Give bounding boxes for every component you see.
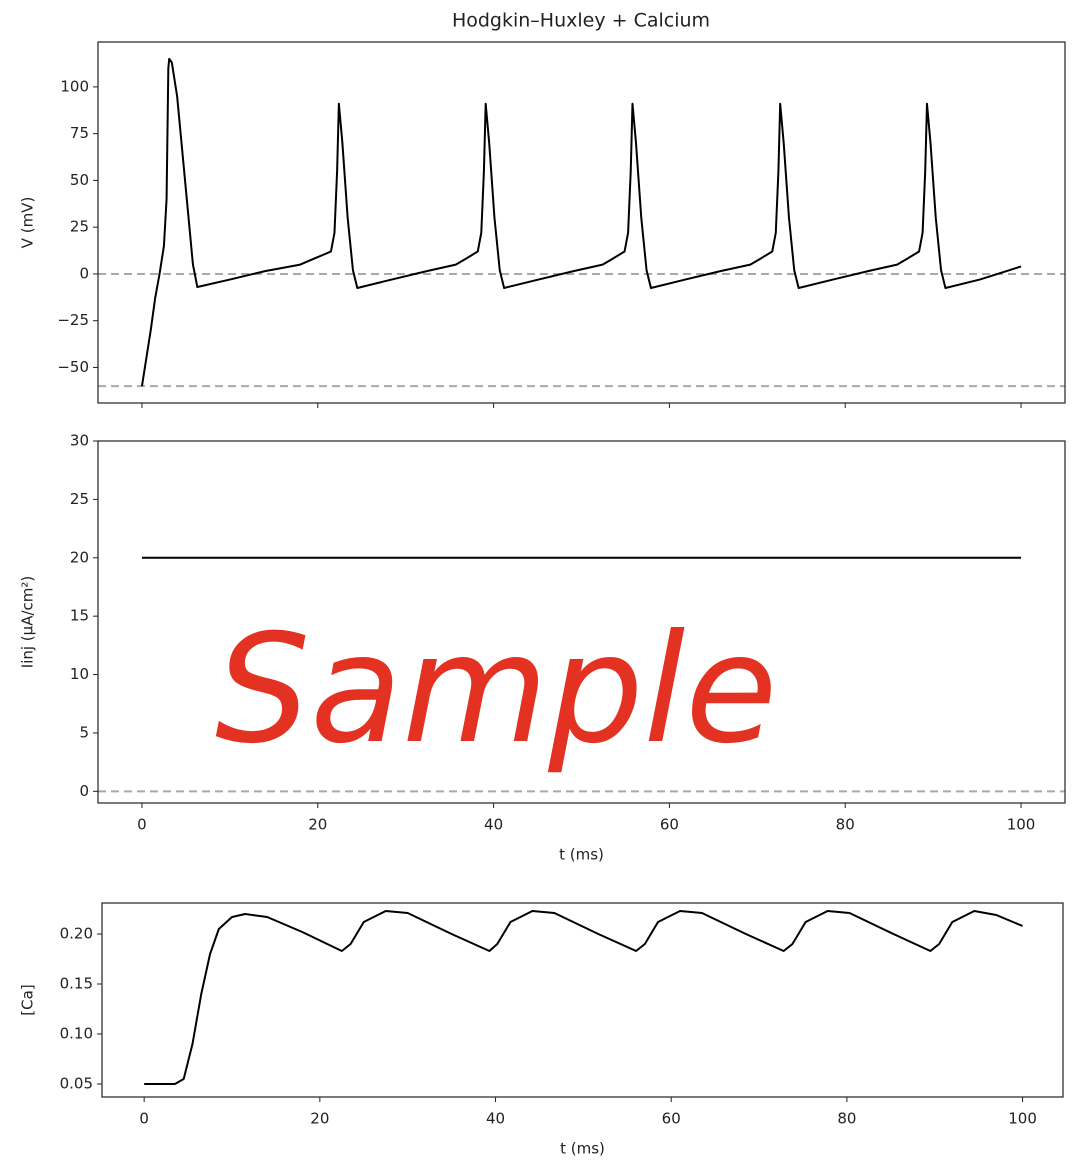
x-tick-label: 40	[486, 1110, 505, 1128]
y-tick-label: 0.15	[60, 975, 93, 993]
x-tick-label: 0	[137, 816, 147, 834]
y-axis-label: Iinj (μA/cm²)	[19, 576, 37, 668]
watermark: Sample	[215, 603, 777, 777]
x-tick-label: 0	[139, 1110, 149, 1128]
y-tick-label: 15	[70, 607, 89, 625]
y-tick-label: 75	[70, 124, 89, 142]
chart-title: Hodgkin–Huxley + Calcium	[452, 10, 710, 32]
y-axis-label: [Ca]	[19, 984, 37, 1015]
line-series	[144, 910, 1023, 1085]
y-tick-label: 10	[70, 665, 89, 683]
y-tick-label: 0	[79, 264, 89, 282]
y-tick-label: 0.10	[60, 1025, 93, 1043]
y-tick-label: −50	[57, 358, 89, 376]
x-axis-label: t (ms)	[560, 1140, 605, 1158]
x-tick-label: 80	[836, 816, 855, 834]
x-tick-label: 60	[662, 1110, 681, 1128]
x-tick-label: 40	[484, 816, 503, 834]
y-tick-label: 30	[70, 432, 89, 450]
x-tick-label: 100	[1008, 1110, 1037, 1128]
x-tick-label: 80	[837, 1110, 856, 1128]
y-tick-label: 5	[79, 723, 89, 741]
axes-frame	[101, 902, 1064, 1098]
x-tick-label: 60	[660, 816, 679, 834]
y-tick-label: 0.20	[60, 925, 93, 943]
x-tick-label: 100	[1007, 816, 1036, 834]
y-axis-label: V (mV)	[19, 197, 37, 249]
y-tick-label: 25	[70, 218, 89, 236]
x-tick-label: 20	[310, 1110, 329, 1128]
y-tick-label: 20	[70, 548, 89, 566]
y-tick-label: 0.05	[60, 1075, 93, 1093]
y-tick-label: 0	[79, 782, 89, 800]
y-tick-label: −25	[57, 311, 89, 329]
y-tick-label: 25	[70, 490, 89, 508]
y-tick-label: 100	[60, 77, 89, 95]
axes-frame	[97, 440, 1066, 804]
x-axis-label: t (ms)	[559, 846, 604, 864]
line-series	[140, 57, 1022, 387]
y-tick-label: 50	[70, 171, 89, 189]
axes-frame	[97, 41, 1066, 404]
x-tick-label: 20	[308, 816, 327, 834]
